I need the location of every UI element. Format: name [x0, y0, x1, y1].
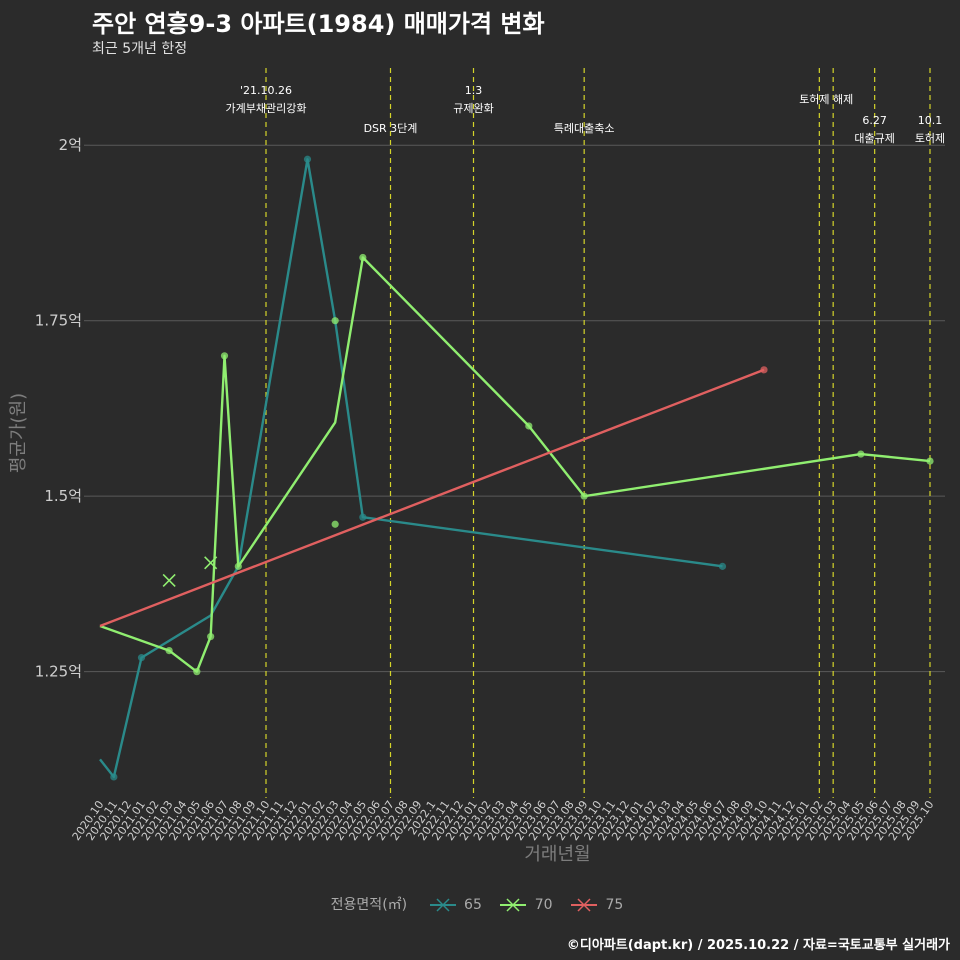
data-point-70: [207, 632, 215, 641]
data-point-65: [359, 513, 367, 521]
data-point-65: [303, 155, 312, 163]
series-layer: [99, 155, 934, 781]
event-label: '21.10.26: [240, 84, 292, 97]
grid-layer: [84, 144, 945, 673]
legend-item-65: 65: [428, 897, 482, 913]
event-label: 토허제 해제: [799, 92, 853, 106]
data-point-70: [580, 492, 588, 500]
legend-key-75-icon: [571, 898, 598, 912]
event-label: 10.1: [918, 114, 943, 127]
legend-item-75: 75: [569, 897, 623, 913]
data-point-70: [220, 352, 229, 360]
axis-layer: 1.25억1.5억1.75억2억평균가(원)2020.102020.112020…: [8, 136, 936, 865]
legend-key-65-icon: [429, 898, 456, 912]
data-point-65: [110, 773, 118, 781]
source-caption: ©디아파트(dapt.kr) / 2025.10.22 / 자료=국토교통부 실…: [566, 938, 950, 953]
series-line-75: [99, 368, 765, 628]
data-point-65: [137, 654, 146, 662]
event-label: 특례대출축소: [554, 122, 615, 135]
data-point-70: [926, 457, 934, 465]
data-point-70: [359, 253, 367, 262]
y-tick-label: 1.75억: [35, 312, 82, 330]
data-point-70: [331, 317, 339, 325]
data-point-70: [525, 422, 533, 430]
data-point-70: [234, 562, 242, 570]
y-tick-label: 2억: [59, 136, 82, 154]
data-point-75: [760, 366, 768, 374]
data-point-70: [165, 646, 173, 655]
legend-title: 전용면적(㎡): [330, 897, 408, 913]
legend-key-70-icon: [500, 898, 527, 912]
event-label: 6.27: [862, 114, 887, 127]
cross-marker-70: [204, 556, 218, 570]
series-line-65: [99, 158, 723, 779]
legend-item-70: 70: [498, 897, 553, 913]
legend: 전용면적(㎡) 65 70 75: [0, 894, 960, 914]
y-tick-label: 1.25억: [35, 663, 82, 681]
legend-label-75: 75: [605, 897, 624, 913]
event-label: 규제완화: [453, 102, 493, 115]
chart-title: 주안 연흥9-3 아파트(1984) 매매가격 변화: [92, 10, 545, 38]
event-label: DSR 3단계: [364, 122, 418, 135]
y-axis-title: 평균가(원): [8, 393, 29, 473]
y-tick-label: 1.5억: [44, 487, 82, 505]
chart-subtitle: 최근 5개년 한정: [92, 41, 188, 57]
x-axis-title: 거래년월: [524, 844, 590, 865]
data-point-70: [857, 450, 865, 458]
data-point-70: [331, 520, 339, 528]
data-point-65: [718, 562, 727, 570]
event-label: 토허제: [915, 132, 945, 145]
event-label: 1.3: [465, 84, 483, 97]
series-line-70: [99, 256, 931, 673]
legend-label-65: 65: [464, 897, 482, 913]
event-label: 가계부채관리강화: [226, 102, 307, 115]
event-label: 대출규제: [854, 132, 894, 145]
cross-marker-70: [162, 573, 176, 587]
data-point-70: [193, 668, 201, 676]
legend-label-70: 70: [534, 897, 553, 913]
